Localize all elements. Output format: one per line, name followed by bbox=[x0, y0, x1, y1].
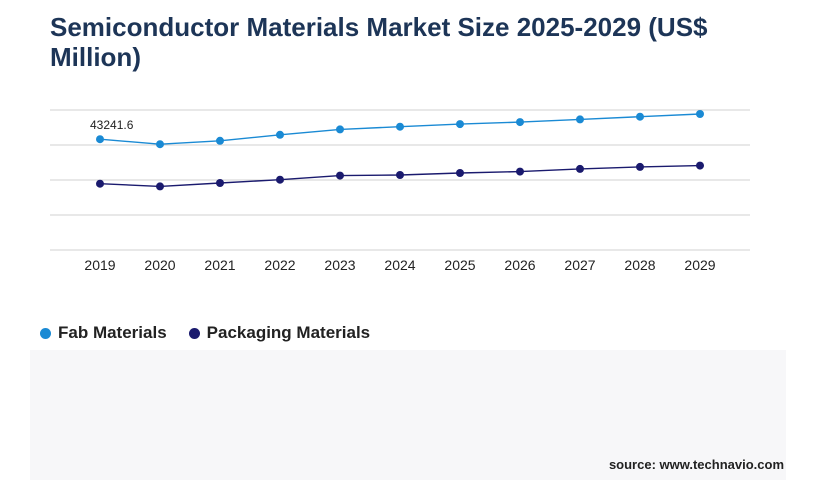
data-label: 43241.6 bbox=[90, 118, 134, 132]
x-tick-label: 2027 bbox=[564, 257, 595, 273]
legend-dot-fab-materials bbox=[40, 327, 51, 339]
x-tick-label: 2028 bbox=[624, 257, 655, 273]
data-point-packaging-materials bbox=[156, 182, 164, 191]
data-point-packaging-materials bbox=[216, 179, 224, 187]
data-point-fab-materials bbox=[96, 135, 104, 144]
data-point-packaging-materials bbox=[96, 179, 104, 188]
data-point-fab-materials bbox=[216, 136, 224, 145]
data-point-fab-materials bbox=[396, 122, 404, 131]
legend-item-fab-materials: Fab Materials bbox=[40, 323, 167, 343]
data-point-fab-materials bbox=[456, 120, 464, 129]
data-point-fab-materials bbox=[336, 125, 344, 134]
x-tick-label: 2029 bbox=[684, 257, 715, 273]
source-text: source: www.technavio.com bbox=[608, 457, 784, 472]
x-tick-label: 2022 bbox=[264, 257, 295, 273]
data-point-packaging-materials bbox=[276, 175, 284, 184]
data-point-packaging-materials bbox=[696, 161, 704, 170]
data-point-fab-materials bbox=[576, 115, 584, 124]
data-point-fab-materials bbox=[516, 118, 524, 127]
legend-dot-packaging-materials bbox=[188, 327, 200, 339]
x-tick-label: 2025 bbox=[444, 257, 475, 273]
data-point-packaging-materials bbox=[396, 171, 404, 179]
x-tick-label: 2026 bbox=[504, 257, 535, 273]
legend-item-packaging-materials: Packaging Materials bbox=[188, 323, 371, 343]
data-point-packaging-materials bbox=[336, 171, 344, 180]
data-point-fab-materials bbox=[696, 110, 704, 118]
chart-title: Semiconductor Materials Market Size 2025… bbox=[50, 12, 708, 72]
x-tick-label: 2019 bbox=[84, 257, 115, 273]
legend-label-fab-materials: Fab Materials bbox=[58, 323, 167, 342]
data-point-packaging-materials bbox=[636, 162, 644, 171]
data-point-fab-materials bbox=[276, 130, 284, 139]
data-point-fab-materials bbox=[636, 112, 644, 121]
data-point-packaging-materials bbox=[516, 167, 524, 176]
bottom-panel bbox=[30, 350, 786, 480]
x-tick-label: 2023 bbox=[324, 257, 355, 273]
chart-legend: Fab Materials Packaging Materials bbox=[40, 323, 370, 343]
data-point-fab-materials bbox=[156, 140, 164, 149]
x-tick-label: 2021 bbox=[204, 257, 235, 273]
data-point-packaging-materials bbox=[456, 169, 464, 177]
x-tick-label: 2024 bbox=[384, 257, 415, 273]
data-point-packaging-materials bbox=[576, 164, 584, 173]
legend-label-packaging-materials: Packaging Materials bbox=[206, 323, 371, 342]
x-tick-label: 2020 bbox=[144, 257, 175, 273]
